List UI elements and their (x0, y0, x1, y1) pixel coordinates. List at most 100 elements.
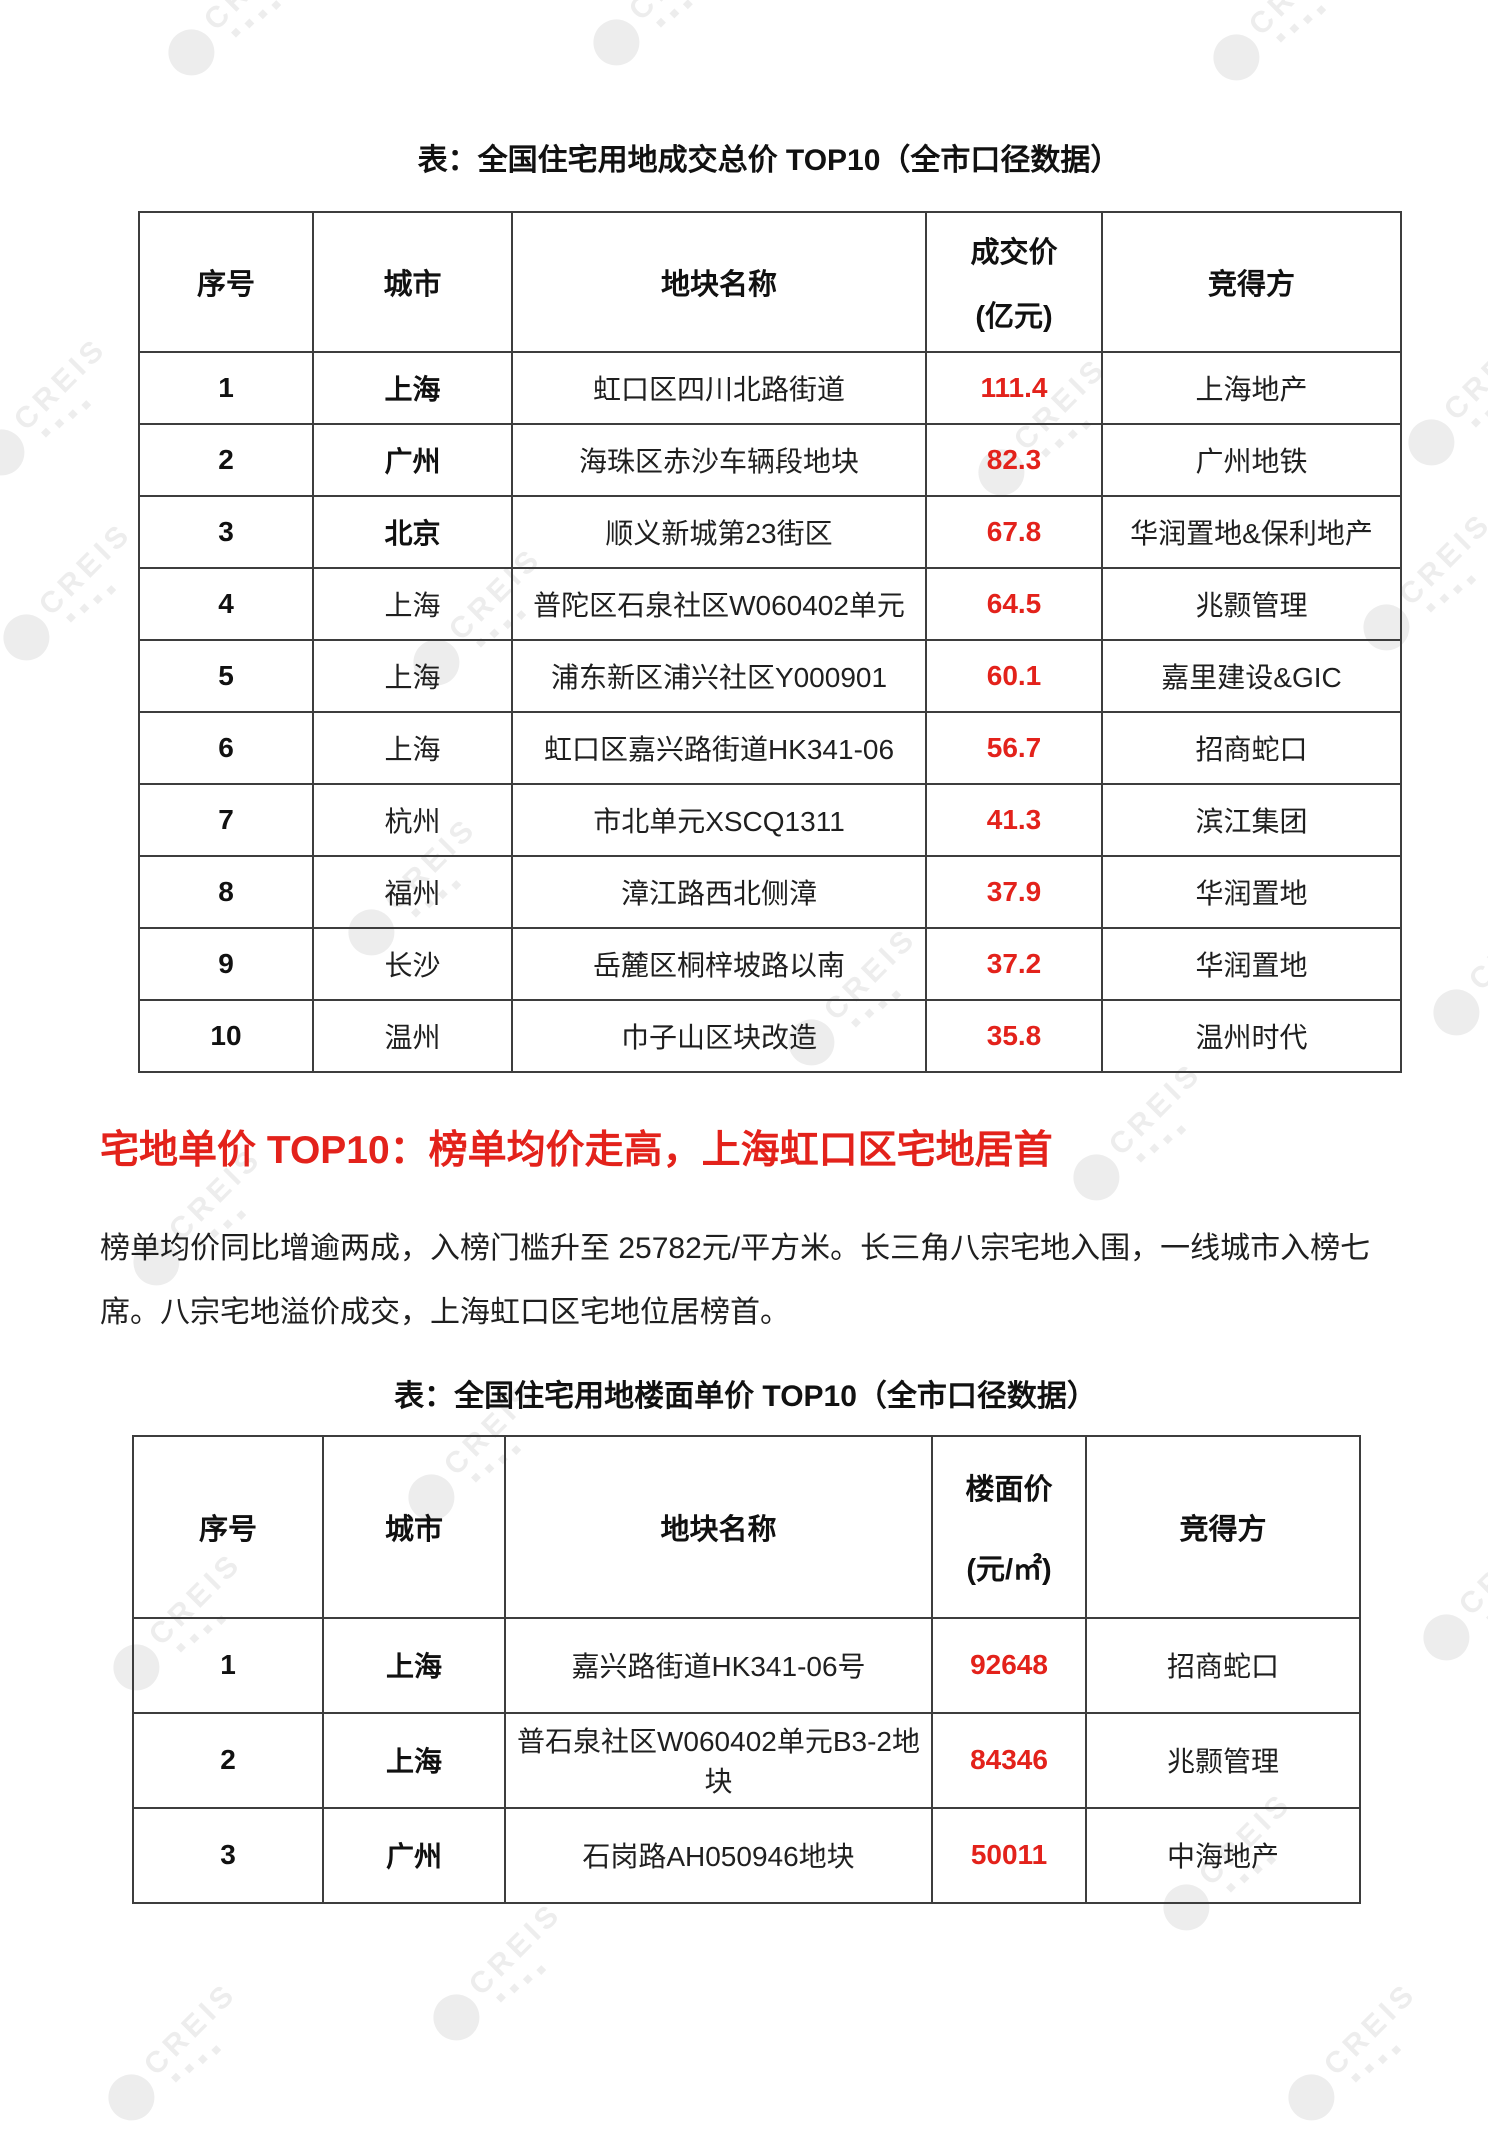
table1-body: 1 上海 虹口区四川北路街道 111.4 上海地产 2 广州 海珠区赤沙车辆段地… (138, 351, 1402, 1073)
table2-header-plot: 地块名称 (504, 1434, 933, 1619)
watermark-dots (496, 1992, 506, 2003)
city-cell: 长沙 (312, 927, 513, 1001)
plot-name-cell: 市北单元XSCQ1311 (511, 783, 927, 857)
plot-name-cell: 浦东新区浦兴社区Y000901 (511, 639, 927, 713)
table-row: 1 上海 虹口区四川北路街道 111.4 上海地产 (138, 351, 1402, 425)
winner-cell: 招商蛇口 (1085, 1616, 1361, 1714)
rank-cell: 2 (132, 1711, 324, 1809)
price-cell: 64.5 (925, 567, 1103, 641)
winner-cell: 中海地产 (1085, 1806, 1361, 1904)
table1-header-row: 序号 城市 地块名称 成交价 (亿元) 竞得方 (138, 211, 1402, 353)
table1-header-plot: 地块名称 (511, 211, 927, 353)
price-cell: 37.9 (925, 855, 1103, 929)
rank-cell: 10 (138, 999, 314, 1073)
watermark-label: CREIS (137, 1976, 244, 2082)
table1-header-price-label: 成交价 (970, 237, 1058, 269)
creis-logo-icon (98, 2064, 164, 2130)
rank-cell: 5 (138, 639, 314, 713)
plot-name-cell: 巾子山区块改造 (511, 999, 927, 1073)
plot-name-cell: 普陀区石泉社区W060402单元 (511, 567, 927, 641)
plot-name-cell: 石岗路AH050946地块 (504, 1806, 933, 1904)
price-cell: 111.4 (925, 351, 1103, 425)
table-row: 3 北京 顺义新城第23街区 67.8 华润置地&保利地产 (138, 495, 1402, 569)
table1-header-price-unit: (亿元) (975, 301, 1053, 333)
rank-cell: 8 (138, 855, 314, 929)
creis-watermark: CREIS (98, 1976, 253, 2130)
city-cell: 温州 (312, 999, 513, 1073)
price-cell: 41.3 (925, 783, 1103, 857)
city-cell: 上海 (322, 1711, 506, 1809)
table2-header-city: 城市 (322, 1434, 506, 1619)
creis-logo-icon (423, 1984, 489, 2050)
rank-cell: 2 (138, 423, 314, 497)
watermark-label: CREIS (462, 1896, 569, 2002)
table-row: 4 上海 普陀区石泉社区W060402单元 64.5 兆颢管理 (138, 567, 1402, 641)
city-cell: 上海 (312, 711, 513, 785)
report-page: 表：全国住宅用地成交总价 TOP10（全市口径数据） 序号 城市 地块名称 成交… (100, 144, 1402, 1904)
table-row: 2 上海 普石泉社区W060402单元B3-2地块 84346 兆颢管理 (132, 1711, 1361, 1809)
winner-cell: 滨江集团 (1101, 783, 1402, 857)
rank-cell: 6 (138, 711, 314, 785)
table-row: 6 上海 虹口区嘉兴路街道HK341-06 56.7 招商蛇口 (138, 711, 1402, 785)
table1-header-rank: 序号 (138, 211, 314, 353)
table1-total-price-top10: 序号 城市 地块名称 成交价 (亿元) 竞得方 1 上海 虹口区四川北路街道 1… (138, 211, 1402, 1073)
winner-cell: 兆颢管理 (1085, 1711, 1361, 1809)
city-cell: 广州 (322, 1806, 506, 1904)
summary-paragraph: 榜单均价同比增逾两成，入榜门槛升至 25782元/平方米。长三角八宗宅地入围，一… (100, 1231, 1371, 1329)
price-cell: 37.2 (925, 927, 1103, 1001)
rank-cell: 3 (138, 495, 314, 569)
price-cell: 35.8 (925, 999, 1103, 1073)
winner-cell: 嘉里建设&GIC (1101, 639, 1402, 713)
winner-cell: 华润置地 (1101, 855, 1402, 929)
table1-title: 表：全国住宅用地成交总价 TOP10（全市口径数据） (417, 144, 1121, 177)
table-row: 10 温州 巾子山区块改造 35.8 温州时代 (138, 999, 1402, 1073)
section-heading: 宅地单价 TOP10：榜单均价走高，上海虹口区宅地居首 (100, 1129, 1053, 1172)
price-cell: 60.1 (925, 639, 1103, 713)
creis-watermark: CREIS (423, 1896, 578, 2050)
watermark-dots (1351, 2072, 1361, 2083)
city-cell: 上海 (322, 1616, 506, 1714)
table2-header-price-label: 楼面价 (965, 1473, 1053, 1506)
table1-header-city: 城市 (312, 211, 513, 353)
table-row: 5 上海 浦东新区浦兴社区Y000901 60.1 嘉里建设&GIC (138, 639, 1402, 713)
city-cell: 上海 (312, 567, 513, 641)
rank-cell: 9 (138, 927, 314, 1001)
city-cell: 杭州 (312, 783, 513, 857)
winner-cell: 华润置地 (1101, 927, 1402, 1001)
rank-cell: 3 (132, 1806, 324, 1904)
rank-cell: 7 (138, 783, 314, 857)
city-cell: 广州 (312, 423, 513, 497)
winner-cell: 温州时代 (1101, 999, 1402, 1073)
plot-name-cell: 漳江路西北侧漳 (511, 855, 927, 929)
winner-cell: 广州地铁 (1101, 423, 1402, 497)
winner-cell: 兆颢管理 (1101, 567, 1402, 641)
rank-cell: 4 (138, 567, 314, 641)
rank-cell: 1 (138, 351, 314, 425)
plot-name-cell: 普石泉社区W060402单元B3-2地块 (504, 1711, 933, 1809)
creis-watermark: CREIS (1278, 1976, 1433, 2130)
price-cell: 92648 (931, 1616, 1087, 1714)
table2-header-winner: 竞得方 (1085, 1434, 1361, 1619)
table2-body: 1 上海 嘉兴路街道HK341-06号 92648 招商蛇口 2 上海 普石泉社… (132, 1616, 1361, 1904)
watermark-label: CREIS (1317, 1976, 1424, 2082)
table2-header-rank: 序号 (132, 1434, 324, 1619)
table-row: 1 上海 嘉兴路街道HK341-06号 92648 招商蛇口 (132, 1616, 1361, 1714)
table-row: 8 福州 漳江路西北侧漳 37.9 华润置地 (138, 855, 1402, 929)
table2-header-price: 楼面价 (元/㎡) (931, 1434, 1087, 1619)
table-row: 3 广州 石岗路AH050946地块 50011 中海地产 (132, 1806, 1361, 1904)
winner-cell: 上海地产 (1101, 351, 1402, 425)
price-cell: 56.7 (925, 711, 1103, 785)
price-cell: 84346 (931, 1711, 1087, 1809)
table-row: 9 长沙 岳麓区桐梓坡路以南 37.2 华润置地 (138, 927, 1402, 1001)
city-cell: 上海 (312, 639, 513, 713)
city-cell: 福州 (312, 855, 513, 929)
table2-header-price-unit: (元/㎡) (966, 1553, 1052, 1586)
price-cell: 50011 (931, 1806, 1087, 1904)
plot-name-cell: 虹口区四川北路街道 (511, 351, 927, 425)
plot-name-cell: 岳麓区桐梓坡路以南 (511, 927, 927, 1001)
watermark-dots (171, 2072, 181, 2083)
plot-name-cell: 顺义新城第23街区 (511, 495, 927, 569)
creis-logo-icon (1278, 2064, 1344, 2130)
table-row: 2 广州 海珠区赤沙车辆段地块 82.3 广州地铁 (138, 423, 1402, 497)
price-cell: 67.8 (925, 495, 1103, 569)
